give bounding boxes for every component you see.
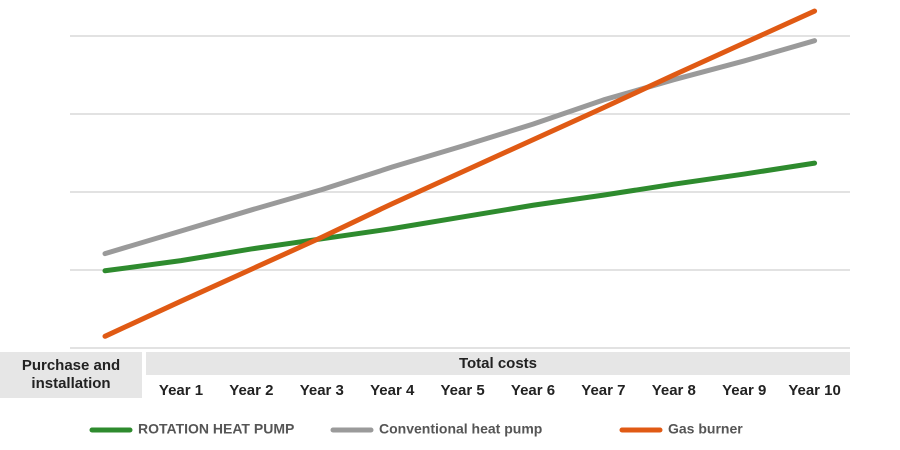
group-label: Total costs [459, 355, 537, 372]
first-category-label: Purchase and installation [0, 352, 142, 398]
x-tick-label: Year 5 [440, 382, 484, 399]
legend-label: Gas burner [668, 421, 743, 437]
x-tick-label: Year 8 [652, 382, 696, 399]
series-line [102, 38, 818, 257]
x-tick-label: Year 4 [370, 382, 415, 399]
x-tick-label: Year 3 [300, 382, 344, 399]
x-tick-label: Year 1 [159, 382, 203, 399]
series-line [102, 8, 818, 339]
legend-label: Conventional heat pump [379, 421, 542, 437]
x-tick-label: Year 7 [581, 382, 625, 399]
group-header [146, 352, 850, 375]
legend-label: ROTATION HEAT PUMP [138, 421, 294, 437]
x-tick-label: Year 9 [722, 382, 766, 399]
x-tick-label: Year 6 [511, 382, 555, 399]
series-line [102, 160, 818, 274]
x-tick-label: Year 10 [788, 382, 841, 399]
x-tick-label: Year 2 [229, 382, 273, 399]
